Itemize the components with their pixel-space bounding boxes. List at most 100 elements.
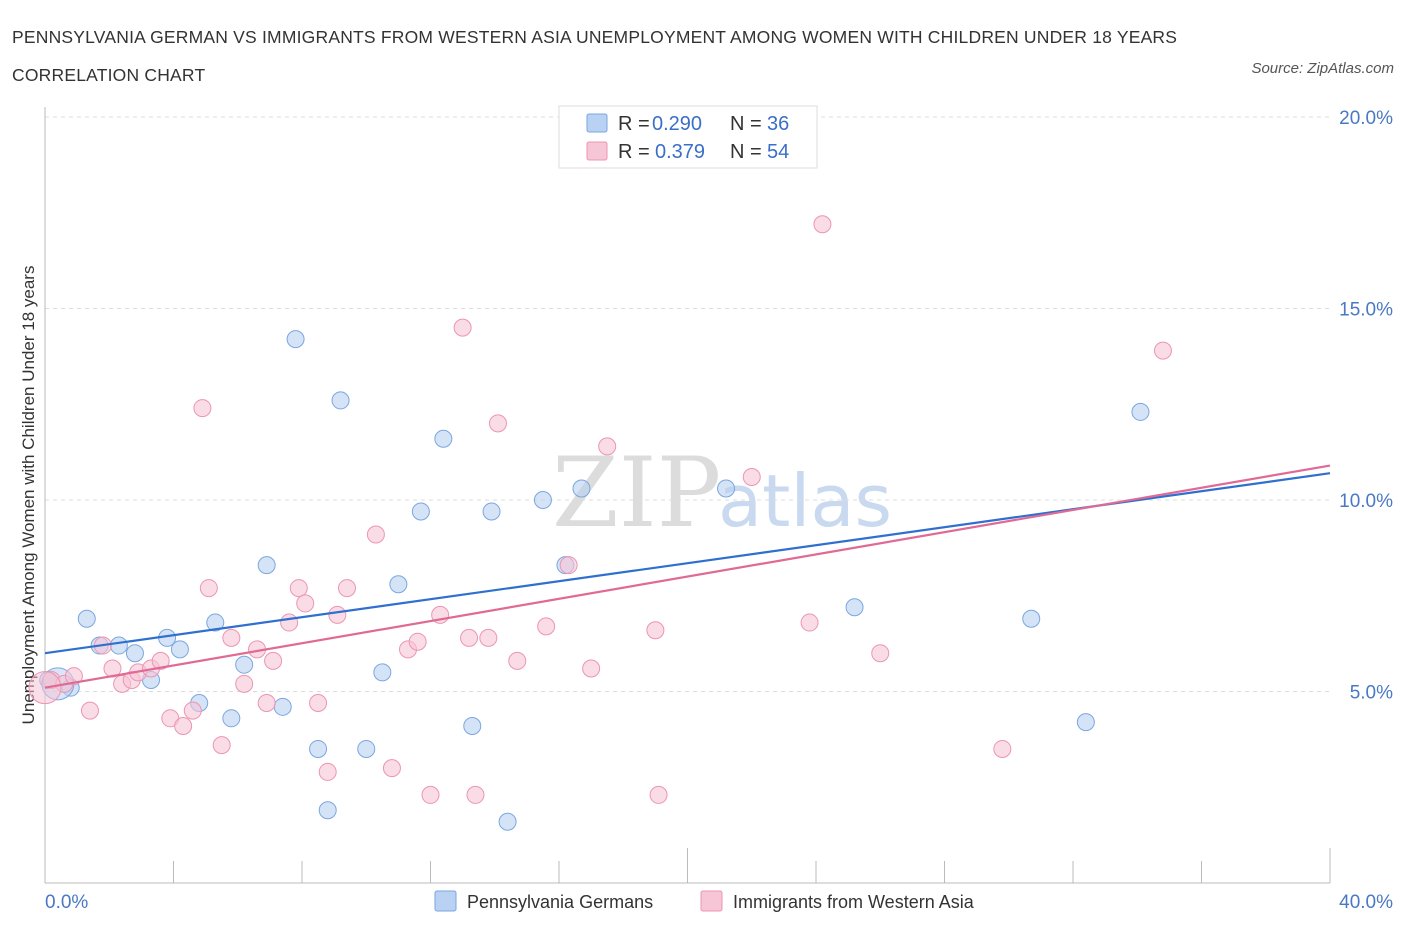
data-point [280,613,299,632]
y-tick-label: 15.0% [1339,300,1393,321]
data-point [289,579,308,598]
data-point [170,640,189,659]
data-point [328,605,347,624]
watermark-atlas: atlas [718,459,892,543]
data-point [646,621,665,640]
data-point [408,632,427,651]
data-point [373,663,392,682]
bottom-legend-label-pink: Immigrants from Western Asia [733,892,975,912]
data-point [264,651,283,670]
y-tick-label: 10.0% [1339,491,1393,512]
data-point [488,414,507,433]
data-point [559,556,578,575]
axes [44,107,1331,884]
y-tick-label: 5.0% [1350,683,1393,704]
data-point [498,812,517,831]
data-point [871,644,890,663]
data-point [800,613,819,632]
data-point [77,609,96,628]
data-point [993,739,1012,758]
data-point [125,644,144,663]
data-point [109,636,128,655]
data-point [286,330,305,349]
data-point [235,655,254,674]
legend-n-label-blue: N = [730,113,762,135]
data-point [582,659,601,678]
data-point [318,801,337,820]
legend-swatch-pink [586,141,608,161]
legend-box: R = 0.290 N = 36 R = 0.379 N = 54 [558,105,818,169]
data-point [337,579,356,598]
data-point [466,785,485,804]
data-point [199,579,218,598]
data-point [1022,609,1041,628]
data-point [309,693,328,712]
data-point [257,556,276,575]
data-point [366,525,385,544]
data-point [649,785,668,804]
data-point [296,594,315,613]
data-point [845,598,864,617]
data-point [421,785,440,804]
data-point [206,613,225,632]
data-point [508,651,527,670]
x-tick-label-min: 0.0% [45,892,88,913]
data-point [813,215,832,234]
data-point [482,502,501,521]
data-point [1076,713,1095,732]
data-point [389,575,408,594]
tick-labels: 5.0% 10.0% 15.0% 20.0% 0.0% 40.0% [45,108,1393,913]
legend-r-value-blue: 0.290 [652,113,702,135]
data-point [80,701,99,720]
data-point [463,716,482,735]
data-point [357,739,376,758]
legend-n-value-blue: 36 [767,113,789,135]
data-point [1153,341,1172,360]
data-point [537,617,556,636]
trend-line [44,464,1331,689]
legend-n-value-pink: 54 [767,141,789,163]
data-point [222,628,241,647]
data-point [174,716,193,735]
legend-r-label-blue: R = [618,113,650,135]
bottom-legend-swatch-pink [700,890,723,912]
data-point [309,739,328,758]
chart-title: PENNSYLVANIA GERMAN VS IMMIGRANTS FROM W… [12,27,1178,85]
legend-r-value-pink: 0.379 [655,141,705,163]
legend-r-label-pink: R = [618,141,650,163]
data-point [222,709,241,728]
data-point [460,628,479,647]
data-point [151,651,170,670]
bottom-legend: Pennsylvania Germans Immigrants from Wes… [434,890,975,912]
y-axis-label: Unemployment Among Women with Children U… [19,266,38,725]
bottom-legend-label-blue: Pennsylvania Germans [467,892,653,912]
data-point [572,479,591,498]
data-point [382,759,401,778]
legend-swatch-blue [586,113,608,133]
data-point [212,736,231,755]
data-point [183,701,202,720]
data-point [434,429,453,448]
data-point [1131,402,1150,421]
data-point [479,628,498,647]
y-tick-label: 20.0% [1339,108,1393,129]
bottom-legend-swatch-blue [434,890,457,912]
legend-n-label-pink: N = [730,141,762,163]
data-point [742,468,761,487]
source-label: Source: ZipAtlas.com [1251,60,1394,77]
data-point [533,491,552,509]
data-point [453,318,472,337]
data-point [318,762,337,781]
data-point [598,437,617,456]
data-point [411,502,430,521]
data-point [717,479,736,498]
data-point [273,697,292,716]
trend-lines [44,464,1331,689]
data-point [193,399,212,418]
data-point [64,667,83,686]
x-tick-label-max: 40.0% [1339,892,1393,913]
data-point [235,674,254,693]
data-point [331,391,350,410]
data-point [257,693,276,712]
